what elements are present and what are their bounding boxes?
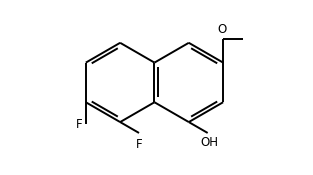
Text: F: F bbox=[76, 118, 83, 131]
Text: OH: OH bbox=[200, 136, 218, 149]
Text: F: F bbox=[136, 138, 142, 151]
Text: O: O bbox=[218, 23, 227, 36]
